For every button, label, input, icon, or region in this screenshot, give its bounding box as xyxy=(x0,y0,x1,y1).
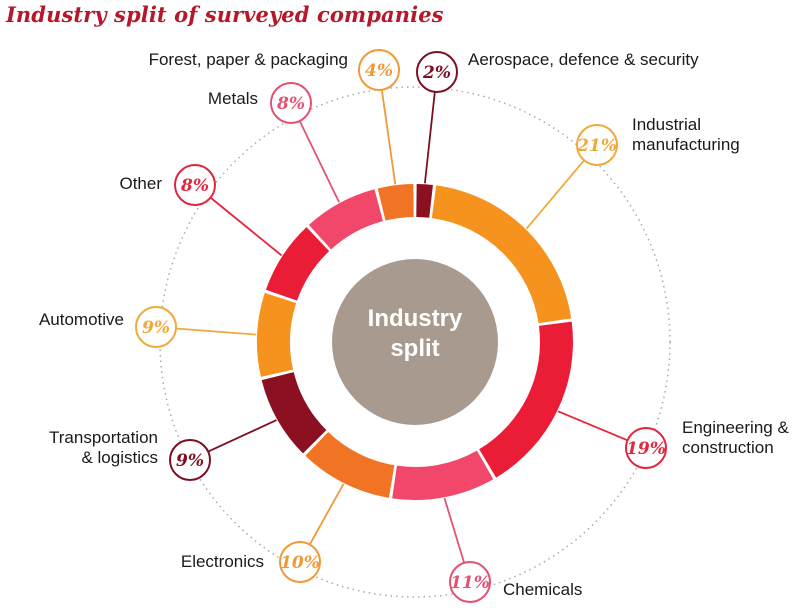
percent-label: 2% xyxy=(422,63,451,83)
percent-bubble xyxy=(625,427,667,469)
category-label-line: & logistics xyxy=(81,448,158,467)
percent-bubble xyxy=(135,306,177,348)
percent-bubble xyxy=(576,124,618,166)
category-label-line: Other xyxy=(119,174,162,193)
category-label-line: Metals xyxy=(208,89,258,108)
category-label-line: manufacturing xyxy=(632,135,740,154)
leader-line xyxy=(423,91,436,184)
donut-slice xyxy=(308,189,383,250)
category-label: Metals xyxy=(208,89,258,108)
percent-label: 10% xyxy=(280,553,320,573)
center-label-line-1: Industry xyxy=(368,305,463,332)
leader-line xyxy=(443,497,466,564)
donut-slice xyxy=(305,431,395,498)
donut-slice xyxy=(257,292,297,377)
leader-line xyxy=(207,419,277,453)
category-label: Electronics xyxy=(181,552,264,571)
center-circle xyxy=(332,259,498,425)
percent-label: 21% xyxy=(576,136,617,156)
category-label-line: Forest, paper & packaging xyxy=(149,50,348,69)
donut-slice xyxy=(265,227,330,301)
chart-title: Industry split of surveyed companies xyxy=(6,2,444,27)
leader-line xyxy=(209,196,283,257)
percent-label: 8% xyxy=(180,176,209,196)
percent-bubble xyxy=(279,541,321,583)
leader-line xyxy=(557,410,628,442)
category-label-line: Chemicals xyxy=(503,580,582,599)
category-label: Aerospace, defence & security xyxy=(468,50,699,69)
donut-slice xyxy=(261,372,327,454)
percent-bubble xyxy=(270,82,312,124)
donut-slice xyxy=(377,184,414,221)
donut-slice xyxy=(479,321,573,478)
percent-label: 19% xyxy=(626,439,666,459)
category-label: Automotive xyxy=(39,310,124,329)
donut-slice xyxy=(416,184,433,218)
percent-label: 9% xyxy=(176,451,204,471)
leader-line xyxy=(308,483,345,545)
category-label-line: Industrial xyxy=(632,115,701,134)
percent-label: 8% xyxy=(276,94,305,114)
category-label: Engineering & construction xyxy=(682,418,789,457)
percent-bubble xyxy=(449,561,491,603)
percent-bubble xyxy=(416,51,458,93)
category-label-line: Aerospace, defence & security xyxy=(468,50,699,69)
donut-slice xyxy=(431,185,572,324)
percent-label: 9% xyxy=(142,318,170,338)
outer-dotted-ring xyxy=(159,86,671,598)
category-label-line: Engineering & xyxy=(682,418,789,437)
leader-line xyxy=(525,159,585,230)
category-label: Transportation & logistics xyxy=(49,428,158,467)
category-label-line: Automotive xyxy=(39,310,124,329)
category-label-line: Transportation xyxy=(49,428,158,447)
category-label: Industrial manufacturing xyxy=(632,115,740,154)
donut-slice xyxy=(392,450,494,500)
category-label-line: Electronics xyxy=(181,552,264,571)
percent-bubble xyxy=(358,49,400,91)
percent-label: 11% xyxy=(450,573,490,593)
center-label-line-2: split xyxy=(390,335,439,362)
percent-label: 4% xyxy=(365,61,393,81)
category-label: Chemicals xyxy=(503,580,582,599)
category-label-line: construction xyxy=(682,438,774,457)
leader-line xyxy=(380,89,397,185)
percent-bubble xyxy=(169,439,211,481)
leader-line xyxy=(298,120,340,203)
leader-line xyxy=(175,327,257,336)
category-label: Other xyxy=(119,174,162,193)
percent-bubble xyxy=(174,164,216,206)
category-label: Forest, paper & packaging xyxy=(149,50,348,69)
